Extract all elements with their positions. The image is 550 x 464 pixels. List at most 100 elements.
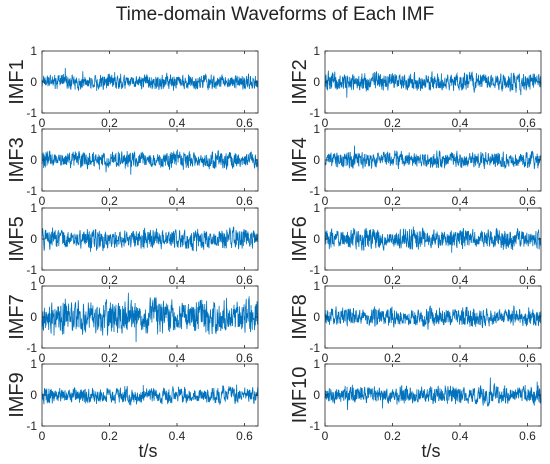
- series-line-imf9: [41, 384, 259, 406]
- series-line-imf6: [324, 226, 542, 253]
- x-tick-label: 0.6: [519, 273, 536, 287]
- y-axis-label-imf3: IMF3: [6, 137, 28, 183]
- series-line-imf2: [324, 70, 542, 98]
- series-line-imf7: [41, 292, 259, 343]
- y-tick-label: 1: [313, 44, 320, 58]
- y-tick-label: 0: [30, 75, 37, 89]
- x-tick-label: 0.2: [101, 351, 118, 365]
- series-line-imf1: [41, 68, 259, 91]
- y-axis-label-imf2: IMF2: [289, 59, 311, 105]
- y-tick-label: 0: [313, 388, 320, 402]
- x-tick-label: 0.2: [101, 273, 118, 287]
- series-line-imf10: [324, 377, 542, 411]
- x-tick-label: 0.2: [101, 194, 118, 208]
- y-tick-label: 1: [30, 122, 37, 136]
- x-tick-label: 0.6: [236, 273, 253, 287]
- y-tick-label: 1: [30, 357, 37, 371]
- x-tick-label: 0: [39, 273, 46, 287]
- x-tick-label: 0.2: [384, 116, 401, 130]
- x-tick-label: 0: [322, 194, 329, 208]
- y-tick-label: -1: [26, 106, 37, 120]
- y-tick-label: 0: [313, 232, 320, 246]
- y-tick-label: 1: [30, 201, 37, 215]
- y-tick-label: 0: [313, 153, 320, 167]
- figure-title: Time-domain Waveforms of Each IMF: [115, 4, 435, 25]
- y-axis-label-imf7: IMF7: [6, 294, 28, 340]
- x-tick-label: 0.4: [452, 116, 469, 130]
- x-tick-label: 0.6: [236, 194, 253, 208]
- x-tick-label: 0.6: [236, 351, 253, 365]
- x-tick-label: 0.4: [169, 273, 186, 287]
- y-tick-label: 1: [313, 201, 320, 215]
- x-axis-label-col2: t/s: [421, 441, 440, 461]
- x-tick-label: 0: [322, 273, 329, 287]
- y-tick-label: 1: [313, 122, 320, 136]
- x-tick-label: 0.2: [384, 273, 401, 287]
- x-tick-label: 0.2: [384, 429, 401, 443]
- x-tick-label: 0.6: [236, 429, 253, 443]
- y-tick-label: -1: [26, 419, 37, 433]
- x-tick-label: 0.4: [452, 351, 469, 365]
- x-tick-label: 0.4: [452, 273, 469, 287]
- y-axis-label-imf5: IMF5: [6, 216, 28, 262]
- x-tick-label: 0: [322, 429, 329, 443]
- x-tick-label: 0.4: [169, 194, 186, 208]
- x-tick-label: 0: [322, 351, 329, 365]
- x-tick-label: 0.6: [236, 116, 253, 130]
- y-axis-label-imf1: IMF1: [6, 59, 28, 105]
- y-tick-label: 1: [313, 357, 320, 371]
- y-tick-label: -1: [309, 184, 320, 198]
- y-tick-label: 0: [30, 310, 37, 324]
- y-tick-label: 0: [30, 388, 37, 402]
- y-tick-label: -1: [309, 419, 320, 433]
- y-tick-label: -1: [309, 341, 320, 355]
- y-tick-label: 1: [30, 44, 37, 58]
- x-tick-label: 0: [39, 429, 46, 443]
- y-tick-label: 0: [30, 232, 37, 246]
- y-tick-label: -1: [26, 341, 37, 355]
- x-tick-label: 0.6: [519, 351, 536, 365]
- x-tick-label: 0: [322, 116, 329, 130]
- y-axis-label-imf4: IMF4: [289, 137, 311, 183]
- x-tick-label: 0: [39, 116, 46, 130]
- x-tick-label: 0.2: [101, 116, 118, 130]
- x-tick-label: 0.2: [384, 351, 401, 365]
- x-tick-label: 0.4: [169, 429, 186, 443]
- y-axis-label-imf8: IMF8: [289, 294, 311, 340]
- x-axis-label-col1: t/s: [138, 441, 157, 461]
- x-tick-label: 0: [39, 351, 46, 365]
- x-tick-label: 0.6: [519, 116, 536, 130]
- y-tick-label: 1: [313, 279, 320, 293]
- x-tick-label: 0.4: [452, 194, 469, 208]
- x-tick-label: 0.6: [519, 429, 536, 443]
- y-axis-label-imf9: IMF9: [6, 372, 28, 418]
- series-line-imf5: [41, 226, 259, 252]
- x-tick-label: 0.4: [169, 351, 186, 365]
- x-tick-label: 0.2: [384, 194, 401, 208]
- x-tick-label: 0.4: [452, 429, 469, 443]
- series-line-imf3: [41, 149, 259, 175]
- x-tick-label: 0: [39, 194, 46, 208]
- x-tick-label: 0.4: [169, 116, 186, 130]
- y-tick-label: 0: [313, 310, 320, 324]
- series-line-imf4: [324, 145, 542, 170]
- y-tick-label: -1: [309, 263, 320, 277]
- x-tick-label: 0.2: [101, 429, 118, 443]
- y-tick-label: -1: [26, 263, 37, 277]
- y-tick-label: -1: [26, 184, 37, 198]
- x-tick-label: 0.6: [519, 194, 536, 208]
- y-axis-label-imf10: IMF10: [289, 367, 311, 424]
- y-tick-label: 1: [30, 279, 37, 293]
- y-tick-label: 0: [30, 153, 37, 167]
- y-tick-label: 0: [313, 75, 320, 89]
